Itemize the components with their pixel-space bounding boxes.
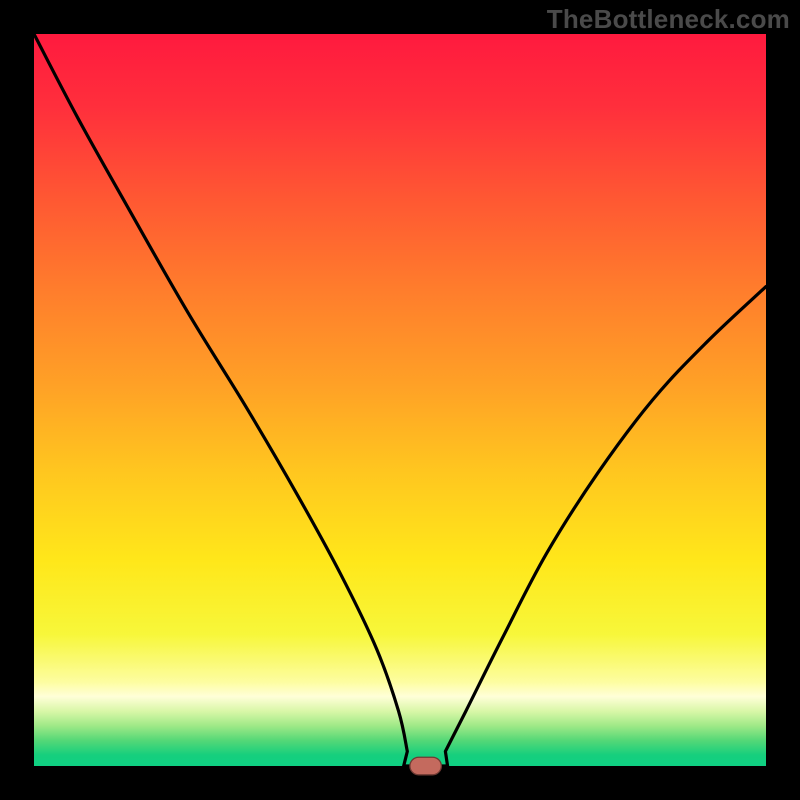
chart-stage: TheBottleneck.com <box>0 0 800 800</box>
chart-svg <box>0 0 800 800</box>
watermark-text: TheBottleneck.com <box>547 4 790 35</box>
plot-background <box>34 34 766 766</box>
optimal-marker <box>410 757 441 775</box>
